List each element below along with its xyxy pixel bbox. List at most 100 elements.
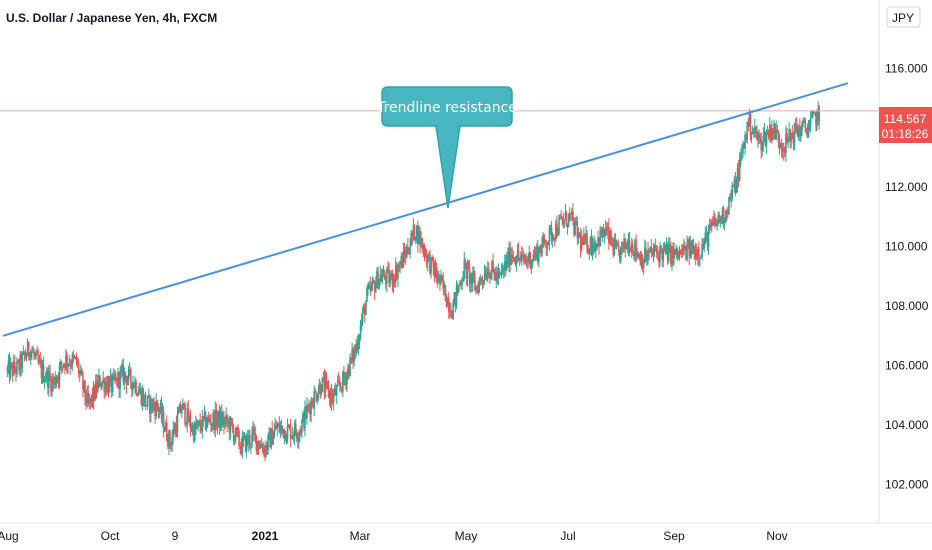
candle-body: [200, 427, 203, 432]
candle-body: [127, 369, 130, 380]
candle-body: [402, 250, 405, 268]
candle-body: [143, 394, 146, 405]
candle-body: [751, 131, 754, 135]
candle-body: [190, 428, 193, 431]
candle-body: [265, 444, 267, 456]
candle-body: [549, 227, 552, 229]
candle-body: [426, 255, 429, 264]
candle-body: [176, 413, 179, 434]
candle-body: [532, 253, 535, 261]
candle-body: [116, 377, 118, 386]
candle-body: [492, 261, 494, 269]
candles-layer: [6, 101, 821, 461]
candle-body: [89, 398, 92, 402]
candle-body: [239, 445, 241, 447]
candle-body: [493, 268, 495, 275]
candle-body: [39, 360, 42, 364]
candle-body: [286, 425, 289, 440]
candle-body: [332, 394, 335, 402]
candle-body: [723, 222, 726, 224]
candle-body: [57, 377, 60, 381]
candle-body: [561, 218, 564, 221]
candle-body: [460, 283, 462, 285]
candle-body: [808, 125, 811, 128]
price-tick-label: 104.000: [885, 418, 929, 432]
candle-body: [574, 221, 576, 235]
candle-body: [757, 137, 759, 140]
price-tick-label: 106.000: [885, 359, 929, 373]
candle-body: [588, 249, 591, 253]
candle-body: [195, 422, 197, 428]
candle-body: [818, 106, 821, 122]
currency-badge-label: JPY: [892, 11, 914, 25]
candle-body: [319, 383, 322, 395]
candle-body: [304, 407, 306, 429]
trendline-callout[interactable]: Trendline resistance: [376, 86, 517, 209]
candle-body: [242, 436, 245, 439]
candle-body: [205, 424, 208, 429]
candle-body: [524, 260, 526, 262]
candle-body: [144, 394, 147, 407]
candle-body: [674, 249, 677, 255]
candle-body: [321, 377, 324, 393]
candle-body: [454, 292, 457, 305]
candle-body: [352, 350, 354, 362]
candle-body: [30, 351, 32, 358]
countdown-value: 01:18:26: [882, 127, 929, 141]
candle-body: [763, 131, 766, 136]
time-tick-label: Nov: [766, 529, 787, 543]
candle-body: [93, 385, 96, 399]
candle-body: [555, 223, 557, 240]
candle-body: [219, 412, 222, 428]
candle-body: [54, 377, 57, 385]
candle-body: [150, 399, 152, 415]
candle-body: [558, 217, 560, 234]
candle-body: [445, 300, 448, 307]
candle-body: [135, 381, 137, 394]
candle-body: [48, 372, 50, 389]
candle-body: [412, 224, 415, 237]
candle-body: [632, 244, 634, 253]
candle-body: [137, 393, 139, 396]
candle-body: [533, 253, 536, 259]
candle-body: [313, 391, 315, 409]
candle-body: [9, 363, 12, 378]
candle-body: [225, 415, 227, 421]
candle-body: [787, 137, 789, 142]
candle-body: [235, 427, 237, 438]
candle-body: [689, 241, 692, 257]
candle-body: [349, 357, 351, 377]
trendline-resistance-line[interactable]: [2, 82, 849, 337]
candle-body: [515, 261, 518, 265]
candle-body: [325, 378, 328, 382]
candle-body: [766, 131, 769, 134]
candle-body: [10, 363, 13, 365]
time-axis[interactable]: Aug Oct 9 2021 Mar May Jul Sep Nov: [0, 529, 788, 543]
candle-body: [702, 243, 704, 249]
candle-body: [99, 375, 101, 387]
candle-body: [617, 246, 620, 251]
candle-body: [441, 276, 443, 281]
candle-body: [24, 355, 27, 358]
candle-body: [115, 377, 117, 380]
candle-body: [6, 367, 9, 372]
candle-body: [466, 264, 469, 279]
candle-body: [276, 426, 279, 429]
candle-body: [538, 246, 540, 262]
candle-body: [299, 430, 301, 437]
candle-body: [300, 430, 302, 433]
candle-body: [749, 113, 752, 136]
candle-body: [291, 435, 294, 437]
candle-body: [421, 238, 424, 249]
candle-body: [630, 244, 633, 253]
candle-body: [456, 286, 459, 292]
currency-badge[interactable]: JPY: [886, 6, 921, 28]
price-axis[interactable]: 102.000 104.000 106.000 108.000 110.000 112.0…: [885, 61, 929, 491]
candle-body: [795, 125, 798, 132]
candle-body: [459, 283, 461, 285]
candle-body: [173, 428, 176, 434]
candle-body: [243, 435, 246, 439]
candle-body: [58, 366, 61, 381]
